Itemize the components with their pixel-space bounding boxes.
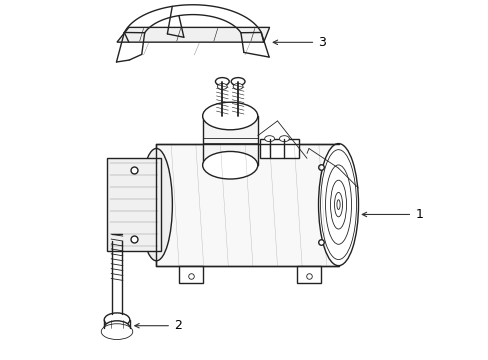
Bar [107,158,161,251]
Ellipse shape [217,84,227,89]
Ellipse shape [202,102,257,130]
Bar [156,144,338,266]
Ellipse shape [233,84,243,89]
Ellipse shape [202,152,257,179]
Ellipse shape [279,136,289,141]
Ellipse shape [318,144,358,266]
Text: 1: 1 [414,208,422,221]
Ellipse shape [101,324,132,339]
Ellipse shape [104,313,129,327]
Ellipse shape [104,321,129,334]
Bar [179,266,202,283]
Bar [297,266,320,283]
Bar [259,139,299,158]
Polygon shape [117,27,269,42]
Bar [202,116,257,165]
Ellipse shape [231,78,244,85]
Ellipse shape [264,136,274,141]
Text: 2: 2 [174,319,182,332]
Ellipse shape [215,78,229,85]
Text: 3: 3 [318,36,325,49]
Ellipse shape [140,148,172,261]
